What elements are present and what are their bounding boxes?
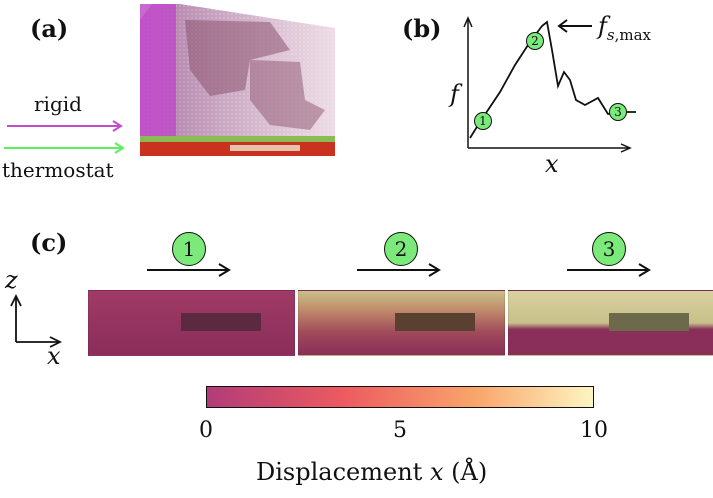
snapshot-1-defect (181, 313, 261, 331)
panel-label-c: (c) (30, 228, 68, 257)
panel-label-a: (a) (30, 14, 69, 43)
fmax-annotation: fs,max (598, 12, 651, 44)
colorbar-tick-5: 5 (393, 418, 407, 443)
snapshot-arrow-2 (357, 263, 441, 277)
force-curve-plot (463, 16, 636, 153)
snapshot-marker-3: 3 (592, 232, 626, 266)
marker-2: 2 (526, 32, 544, 50)
rigid-layer (140, 4, 176, 139)
thermostat-layer (140, 136, 335, 142)
rigid-label: rigid (34, 92, 82, 116)
rigid-arrow (7, 120, 123, 132)
snapshot-2-defect (395, 313, 475, 331)
slab-3d-view (140, 4, 335, 156)
colorbar (206, 386, 594, 408)
marker-1: 1 (474, 112, 492, 130)
slab-patch (185, 20, 290, 96)
snapshot-3 (508, 290, 713, 356)
colorbar-tick-10: 10 (580, 418, 608, 443)
panel-label-b: (b) (402, 14, 442, 43)
fmax-arrow (557, 19, 592, 33)
x-axis-label: x (545, 150, 559, 178)
colorbar-title: Displacement x (Å) (256, 458, 488, 486)
snapshot-marker-1: 1 (172, 232, 206, 266)
force-curve (469, 20, 636, 139)
colorbar-tick-0: 0 (199, 418, 213, 443)
snapshot-1 (88, 290, 295, 356)
snapshot-arrow-3 (567, 263, 651, 277)
axes-glyph (10, 293, 63, 348)
snapshot-2 (298, 290, 505, 356)
y-axis-label: f (450, 80, 459, 108)
thermostat-arrow (4, 142, 125, 154)
thermostat-label: thermostat (2, 158, 114, 182)
slab-patch (250, 60, 325, 130)
snapshot-arrow-1 (147, 263, 231, 277)
x-axis-label-c: x (47, 342, 61, 370)
snapshot-marker-2: 2 (384, 232, 418, 266)
marker-3: 3 (609, 103, 627, 121)
z-axis-label: z (5, 266, 18, 294)
snapshot-3-defect (609, 313, 689, 331)
